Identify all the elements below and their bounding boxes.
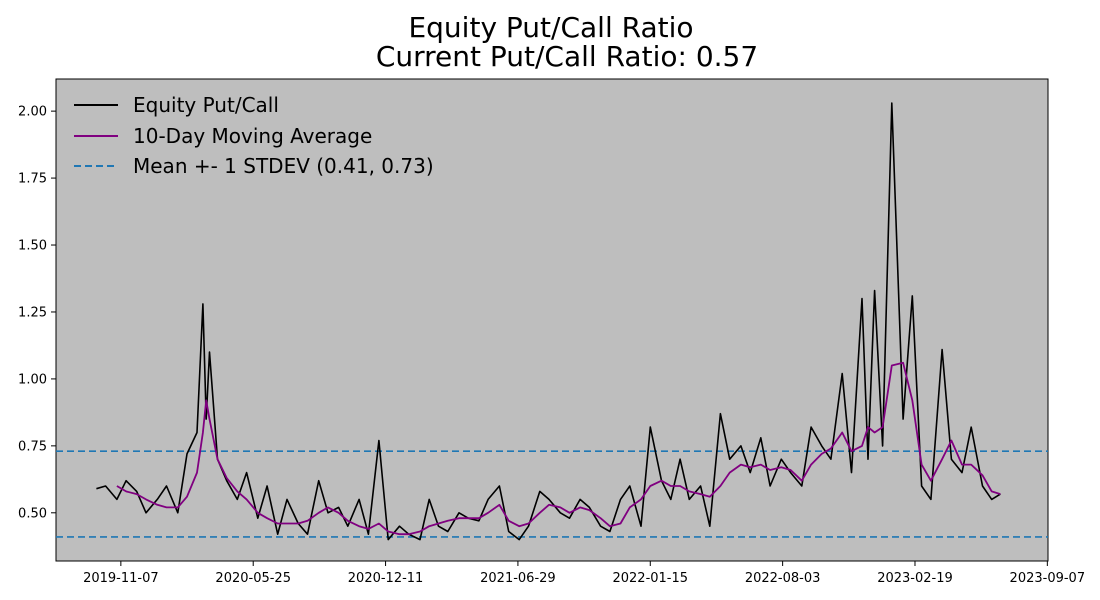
y-tick-label: 0.50 [18,506,47,521]
y-tick-label: 1.75 [18,172,47,187]
y-axis: 0.50 0.75 1.00 1.25 1.50 1.75 2.00 [18,105,56,521]
plot-area [55,78,1049,562]
y-tick-label: 1.00 [18,372,47,387]
x-tick-label: 2019-11-07 [83,571,159,586]
series-line-moving-average [116,361,1001,536]
x-tick-label: 2021-06-29 [480,571,556,586]
y-tick-label: 2.00 [18,105,47,120]
y-tick-label: 1.50 [18,239,47,254]
chart-subtitle: Current Put/Call Ratio: 0.57 [376,40,758,73]
series-layer [96,102,1001,541]
x-axis: 2019-11-07 2020-05-25 2020-12-11 2021-06-29… [83,561,1085,586]
legend-label-moving-average: 10-Day Moving Average [133,124,372,148]
x-tick-label: 2023-02-19 [877,571,953,586]
y-tick-label: 0.75 [18,439,47,454]
legend-label-equity-put-call: Equity Put/Call [133,93,279,117]
x-tick-label: 2023-09-07 [1010,571,1086,586]
x-tick-label: 2020-05-25 [215,571,291,586]
reference-lines [56,450,1048,538]
x-tick-label: 2022-08-03 [745,571,821,586]
chart-title: Equity Put/Call Ratio [408,11,693,44]
x-tick-label: 2020-12-11 [348,571,424,586]
series-line-equity-put-call [96,102,1001,541]
y-tick-label: 1.25 [18,305,47,320]
x-tick-label: 2022-01-15 [612,571,688,586]
legend-label-stdev-band: Mean +- 1 STDEV (0.41, 0.73) [133,154,434,178]
legend: Equity Put/Call 10-Day Moving Average Me… [74,93,434,178]
